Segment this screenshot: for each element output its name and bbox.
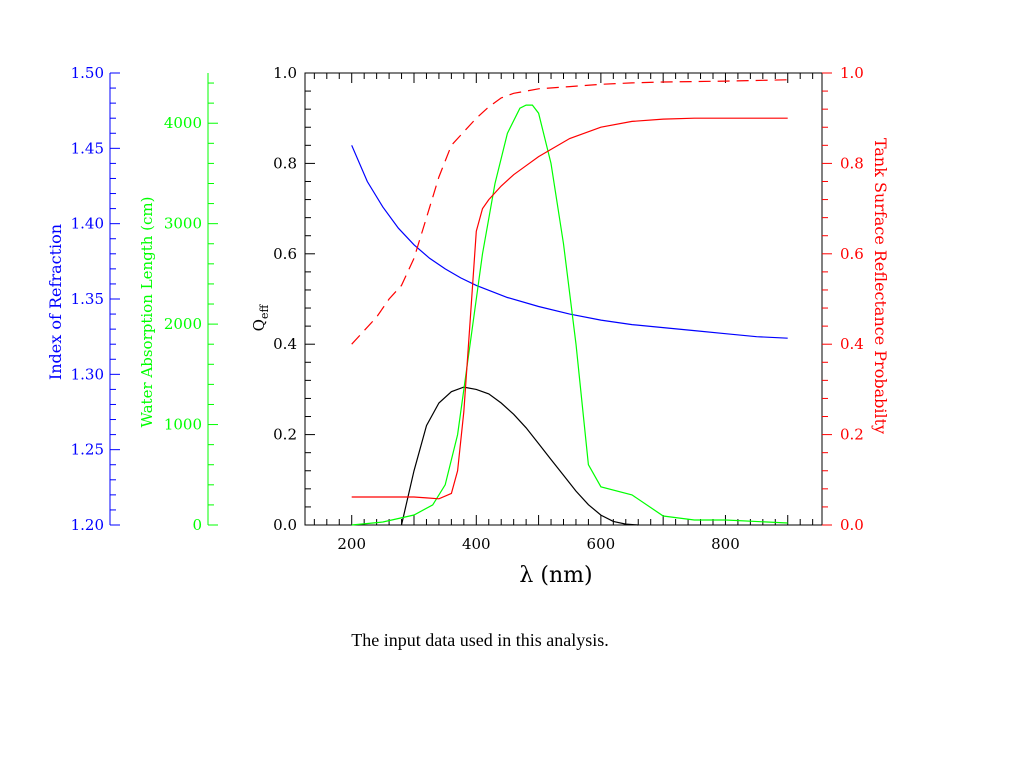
refraction-tick-label: 1.45 xyxy=(71,139,104,157)
qeff-tick-label: 1.0 xyxy=(273,64,297,82)
qeff-tick-label: 0.8 xyxy=(273,154,297,172)
refl-tick-label: 0.6 xyxy=(840,245,864,263)
refl-tick-label: 0.0 xyxy=(840,516,864,534)
reflectance-curve xyxy=(351,117,788,500)
x-axis-label: λ (nm) xyxy=(519,563,592,588)
refraction-tick-label: 1.20 xyxy=(71,516,104,534)
qeff-label-sub: eff xyxy=(258,303,271,319)
qeff-label-main: Q xyxy=(250,319,268,331)
absorption-tick-label: 2000 xyxy=(164,315,202,333)
absorption-tick-label: 3000 xyxy=(164,215,202,233)
refraction-tick-label: 1.50 xyxy=(71,64,104,82)
refraction-curve xyxy=(351,145,788,339)
x-tick-label: 600 xyxy=(587,535,616,553)
absorption-curve xyxy=(351,104,788,526)
refraction-tick-label: 1.35 xyxy=(71,290,104,308)
refl-tick-label: 0.2 xyxy=(840,426,864,444)
qeff-tick-label: 0.0 xyxy=(273,516,297,534)
figure-caption: The input data used in this analysis. xyxy=(351,630,609,650)
refl-tick-label: 1.0 xyxy=(840,64,864,82)
y-axis-label-refraction: Index of Refraction xyxy=(46,224,65,380)
series-layer xyxy=(351,79,788,526)
qeff-tick-label: 0.4 xyxy=(273,335,297,353)
x-tick-label: 200 xyxy=(337,535,366,553)
reflectance-dashed-curve xyxy=(351,79,788,345)
absorption-tick-label: 4000 xyxy=(164,114,202,132)
x-tick-label: 400 xyxy=(462,535,491,553)
refraction-tick-label: 1.30 xyxy=(71,365,104,383)
y-axis-label-reflectance: Tank Surface Reflectance Probabilty xyxy=(871,138,890,434)
qeff-curve xyxy=(400,386,639,526)
qeff-tick-label: 0.2 xyxy=(273,426,297,444)
qeff-tick-label: 0.6 xyxy=(273,245,297,263)
axes-layer: 200 400 600 800 0.0 0.2 0.4 0.6 0.8 1.0 0.0 0.2 0.4 0… xyxy=(71,64,864,553)
refl-tick-label: 0.4 xyxy=(840,335,864,353)
absorption-tick-label: 0 xyxy=(192,516,202,534)
refraction-tick-label: 1.25 xyxy=(71,441,104,459)
input-data-chart: 200 400 600 800 0.0 0.2 0.4 0.6 0.8 1.0 0.0 0.2 0.4 0… xyxy=(46,64,890,588)
y-axis-label-qeff: Qeff xyxy=(250,303,271,331)
refl-tick-label: 0.8 xyxy=(840,154,864,172)
x-tick-label: 800 xyxy=(711,535,740,553)
y-axis-label-absorption: Water Absorption Length (cm) xyxy=(138,196,156,427)
absorption-tick-label: 1000 xyxy=(164,416,202,434)
refraction-tick-label: 1.40 xyxy=(71,215,104,233)
plot-frame xyxy=(304,72,823,526)
